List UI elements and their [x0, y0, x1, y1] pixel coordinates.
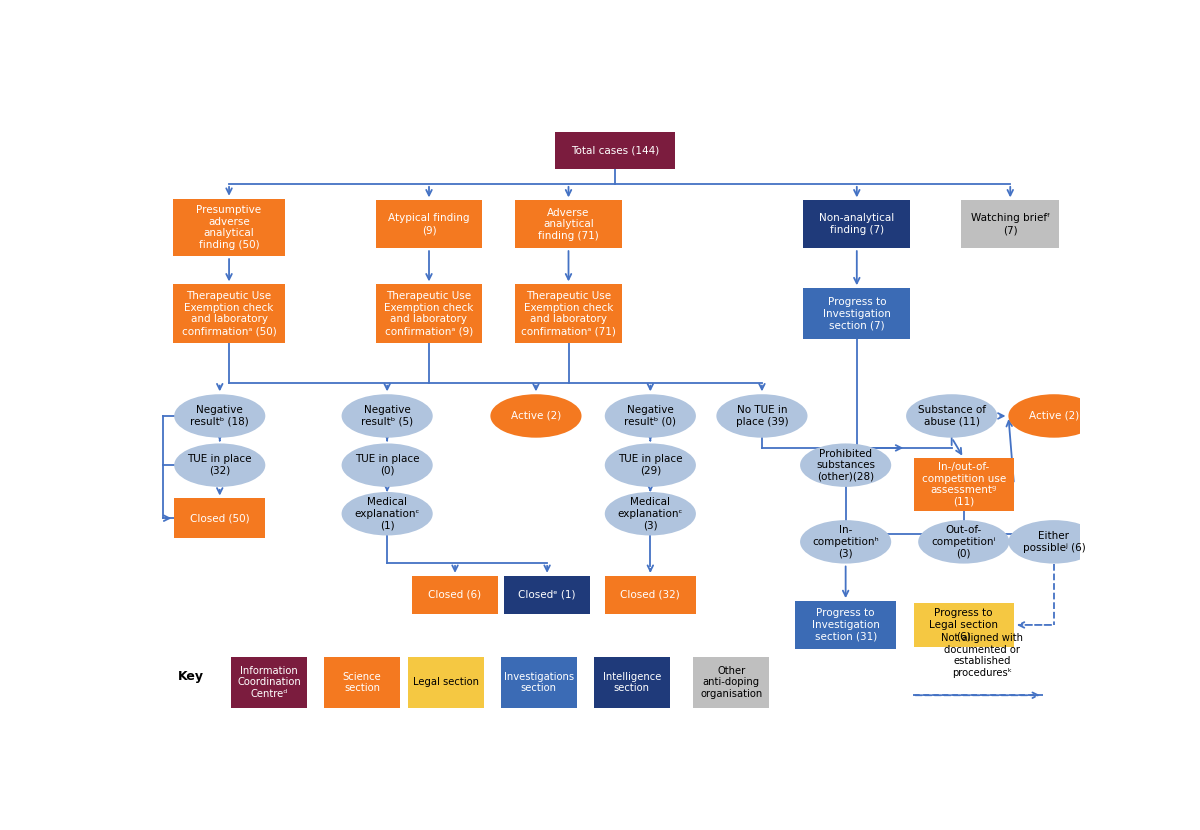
- Ellipse shape: [605, 394, 696, 437]
- FancyBboxPatch shape: [913, 603, 1014, 647]
- FancyBboxPatch shape: [174, 498, 265, 538]
- Ellipse shape: [1008, 394, 1099, 437]
- Text: Atypical finding
(9): Atypical finding (9): [389, 213, 469, 235]
- Text: Investigations
section: Investigations section: [504, 671, 574, 693]
- Ellipse shape: [342, 492, 433, 535]
- Ellipse shape: [906, 394, 997, 437]
- FancyBboxPatch shape: [500, 657, 577, 708]
- Text: Negative
resultᵇ (18): Negative resultᵇ (18): [191, 405, 250, 427]
- Ellipse shape: [800, 520, 892, 564]
- Ellipse shape: [342, 394, 433, 437]
- Text: TUE in place
(29): TUE in place (29): [618, 454, 683, 476]
- Text: Closed (50): Closed (50): [190, 513, 250, 523]
- FancyBboxPatch shape: [913, 458, 1014, 510]
- FancyBboxPatch shape: [173, 285, 284, 343]
- Text: Closedᵉ (1): Closedᵉ (1): [518, 590, 576, 600]
- FancyBboxPatch shape: [504, 576, 590, 614]
- Text: TUE in place
(0): TUE in place (0): [355, 454, 420, 476]
- FancyBboxPatch shape: [413, 576, 498, 614]
- FancyBboxPatch shape: [408, 657, 484, 708]
- Text: Not aligned with
documented or
established
proceduresᵏ: Not aligned with documented or establish…: [941, 633, 1024, 678]
- Text: Either
possibleʲ (6): Either possibleʲ (6): [1022, 531, 1085, 553]
- Text: Medical
explanationᶜ
(1): Medical explanationᶜ (1): [354, 497, 420, 530]
- Text: Total cases (144): Total cases (144): [571, 146, 659, 156]
- Text: Closed (32): Closed (32): [620, 590, 680, 600]
- FancyBboxPatch shape: [515, 285, 622, 343]
- Text: Adverse
analytical
finding (71): Adverse analytical finding (71): [538, 208, 599, 241]
- FancyBboxPatch shape: [605, 576, 696, 614]
- Text: Watching briefᶠ
(7): Watching briefᶠ (7): [971, 213, 1050, 235]
- FancyBboxPatch shape: [515, 200, 622, 248]
- FancyBboxPatch shape: [376, 200, 482, 248]
- FancyBboxPatch shape: [230, 657, 307, 708]
- FancyBboxPatch shape: [803, 200, 911, 248]
- Text: Science
section: Science section: [343, 671, 382, 693]
- Text: Legal section: Legal section: [413, 677, 479, 687]
- Text: Key: Key: [178, 670, 204, 682]
- Text: No TUE in
place (39): No TUE in place (39): [736, 405, 788, 427]
- Ellipse shape: [174, 443, 265, 487]
- Text: Therapeutic Use
Exemption check
and laboratory
confirmationᵃ (71): Therapeutic Use Exemption check and labo…: [521, 291, 616, 336]
- Ellipse shape: [716, 394, 808, 437]
- Text: In-
competitionʰ
(3): In- competitionʰ (3): [812, 525, 880, 559]
- Text: Out-of-
competitionⁱ
(0): Out-of- competitionⁱ (0): [931, 525, 996, 559]
- FancyBboxPatch shape: [594, 657, 670, 708]
- Text: Closed (6): Closed (6): [428, 590, 481, 600]
- Text: Therapeutic Use
Exemption check
and laboratory
confirmationᵃ (9): Therapeutic Use Exemption check and labo…: [384, 291, 474, 336]
- Text: Therapeutic Use
Exemption check
and laboratory
confirmationᵃ (50): Therapeutic Use Exemption check and labo…: [181, 291, 276, 336]
- Text: Active (2): Active (2): [1028, 411, 1079, 421]
- FancyBboxPatch shape: [694, 657, 769, 708]
- Text: Negative
resultᵇ (5): Negative resultᵇ (5): [361, 405, 413, 427]
- Text: Prohibited
substances
(other)(28): Prohibited substances (other)(28): [816, 448, 875, 481]
- Ellipse shape: [605, 492, 696, 535]
- FancyBboxPatch shape: [324, 657, 400, 708]
- FancyBboxPatch shape: [796, 601, 896, 649]
- FancyBboxPatch shape: [961, 200, 1060, 248]
- Text: Active (2): Active (2): [511, 411, 562, 421]
- Ellipse shape: [174, 394, 265, 437]
- FancyBboxPatch shape: [803, 288, 911, 339]
- Ellipse shape: [1008, 520, 1099, 564]
- Ellipse shape: [342, 443, 433, 487]
- Text: Information
Coordination
Centreᵈ: Information Coordination Centreᵈ: [238, 666, 301, 699]
- Text: In-/out-of-
competition use
assessmentᵍ
(11): In-/out-of- competition use assessmentᵍ …: [922, 462, 1006, 507]
- Text: Presumptive
adverse
analytical
finding (50): Presumptive adverse analytical finding (…: [197, 205, 262, 250]
- Text: Negative
resultᵇ (0): Negative resultᵇ (0): [624, 405, 677, 427]
- Text: Progress to
Investigation
section (31): Progress to Investigation section (31): [811, 608, 880, 642]
- FancyBboxPatch shape: [554, 132, 676, 169]
- Text: Other
anti-doping
organisation: Other anti-doping organisation: [700, 666, 762, 699]
- Text: Medical
explanationᶜ
(3): Medical explanationᶜ (3): [618, 497, 683, 530]
- Ellipse shape: [491, 394, 582, 437]
- Ellipse shape: [605, 443, 696, 487]
- FancyBboxPatch shape: [376, 285, 482, 343]
- Text: Substance of
abuse (11): Substance of abuse (11): [918, 405, 985, 427]
- Text: Progress to
Legal section
(6): Progress to Legal section (6): [929, 608, 998, 642]
- Ellipse shape: [800, 443, 892, 487]
- Text: TUE in place
(32): TUE in place (32): [187, 454, 252, 476]
- Ellipse shape: [918, 520, 1009, 564]
- FancyBboxPatch shape: [173, 198, 284, 256]
- Text: Progress to
Investigation
section (7): Progress to Investigation section (7): [823, 297, 890, 330]
- Text: Intelligence
section: Intelligence section: [602, 671, 661, 693]
- Text: Non-analytical
finding (7): Non-analytical finding (7): [820, 213, 894, 235]
